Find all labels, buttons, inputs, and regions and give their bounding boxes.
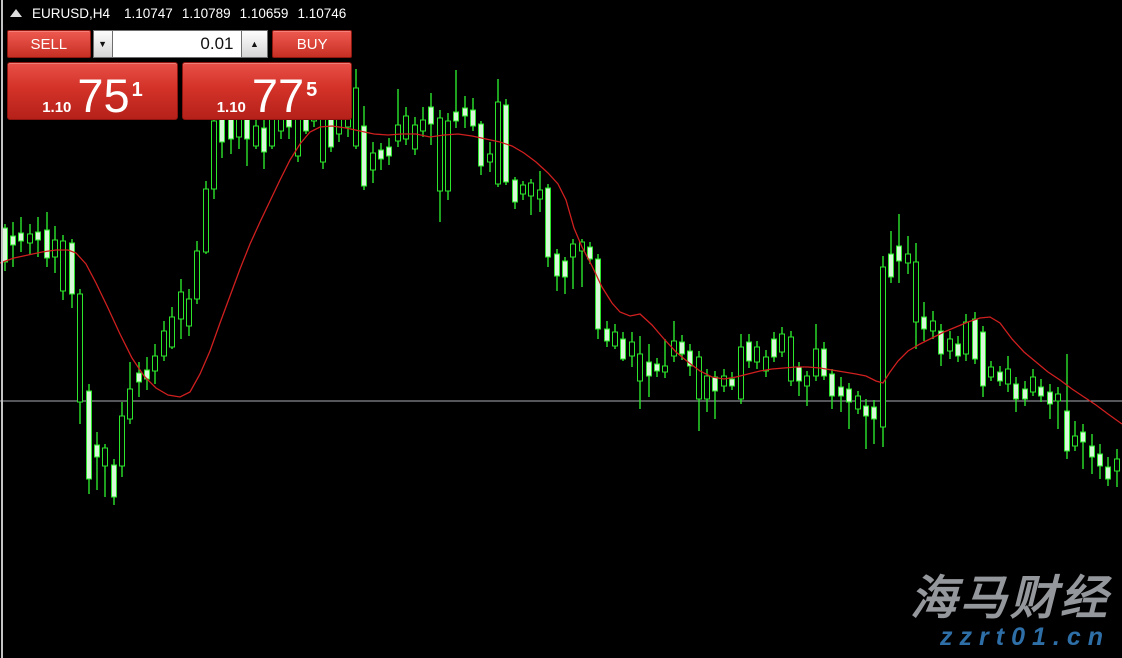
trade-panel-controls-row: SELL ▼ ▲ BUY <box>7 30 352 58</box>
window-left-border <box>1 0 3 658</box>
chevron-down-icon: ▼ <box>98 38 107 49</box>
quote-open-value: 1.10747 <box>124 5 173 21</box>
volume-dropdown-button[interactable]: ▼ <box>92 30 113 58</box>
symbol-period-label: EURUSD,H4 <box>32 5 111 21</box>
sell-price-big-digits: 75 <box>77 69 130 122</box>
chevron-up-icon: ▲ <box>249 38 259 49</box>
buy-price-big-digits: 77 <box>251 69 305 122</box>
buy-price-button[interactable]: 1.10 77 5 <box>182 62 352 120</box>
watermark-url-text: zzrt01.cn <box>940 623 1110 651</box>
trade-panel-price-row: 1.10 75 1 1.10 77 5 <box>7 62 352 120</box>
symbol-marker-icon <box>10 9 22 17</box>
volume-increase-button[interactable]: ▲ <box>240 30 269 58</box>
quote-close-value: 1.10746 <box>297 5 347 21</box>
quote-low-value: 1.10659 <box>239 5 289 21</box>
quote-high-value: 1.10789 <box>181 5 231 21</box>
buy-price-pipette: 5 <box>306 79 318 101</box>
volume-input[interactable] <box>112 30 241 58</box>
watermark: 海马财经 zzrt01.cn <box>910 570 1110 652</box>
sell-price-button[interactable]: 1.10 75 1 <box>7 62 178 120</box>
quote-bar: EURUSD,H4 1.10747 1.10789 1.10659 1.1074… <box>0 0 1122 26</box>
sell-button[interactable]: SELL <box>7 30 91 58</box>
one-click-trading-panel: SELL ▼ ▲ BUY 1.10 75 1 1.10 77 5 <box>7 30 352 120</box>
sell-price-prefix: 1.10 <box>42 99 72 116</box>
sell-price-pipette: 1 <box>131 79 143 101</box>
buy-price-prefix: 1.10 <box>216 99 246 116</box>
watermark-brand-text: 海马财经 <box>910 570 1110 624</box>
buy-button[interactable]: BUY <box>272 30 352 58</box>
